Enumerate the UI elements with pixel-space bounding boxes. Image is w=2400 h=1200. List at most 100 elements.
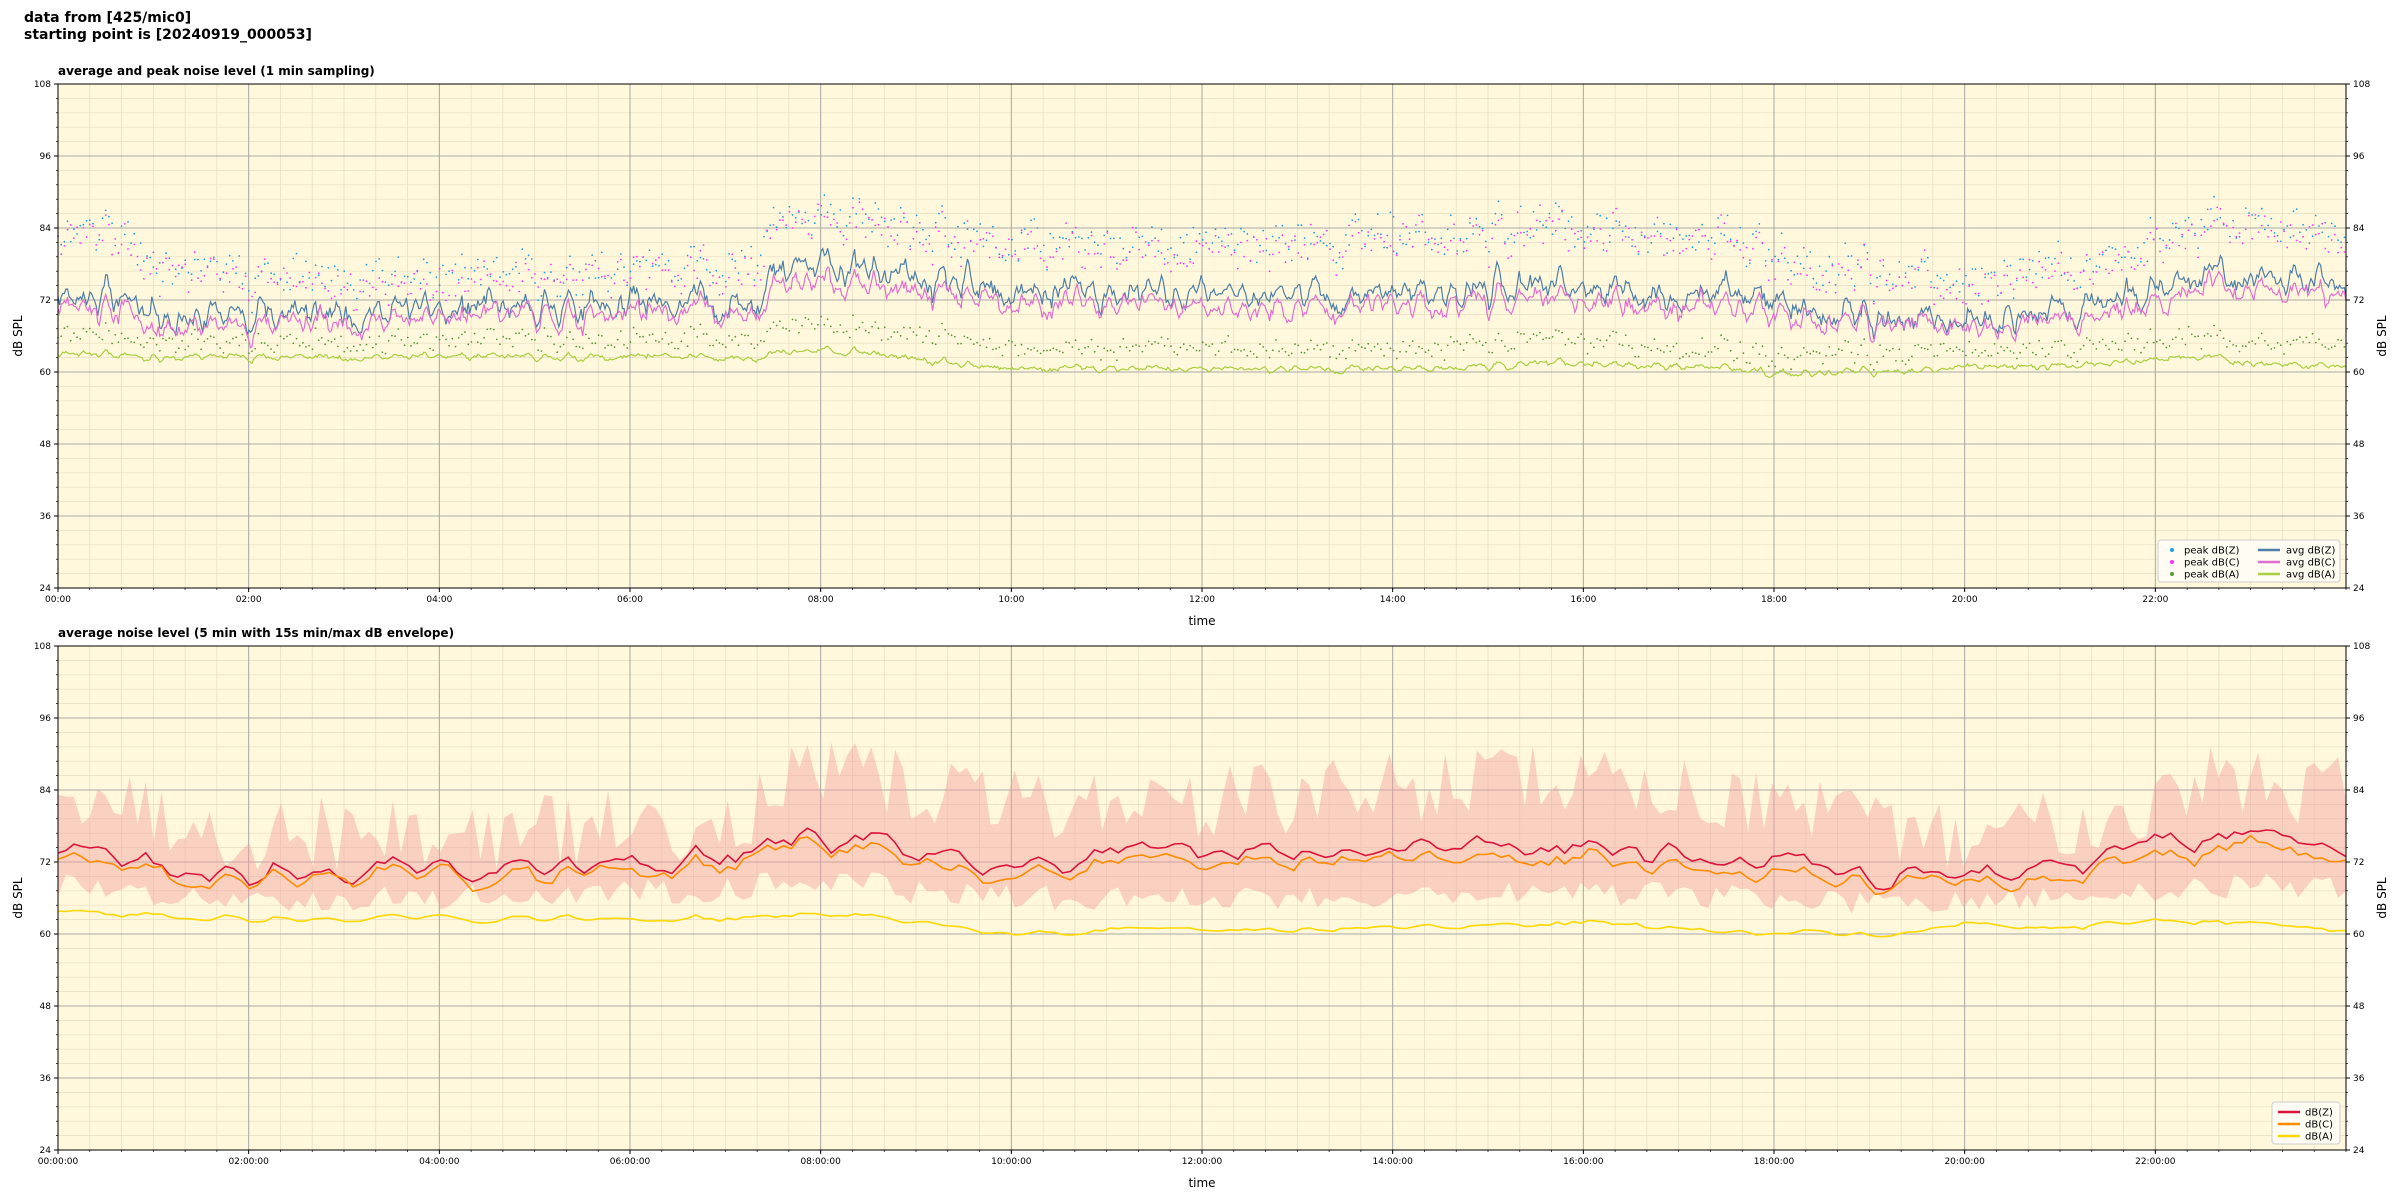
data-point [1955, 346, 1958, 349]
data-point [1265, 349, 1268, 352]
data-point [2019, 258, 2021, 261]
data-point [1787, 356, 1789, 359]
data-point [1214, 228, 1217, 231]
data-point [1481, 344, 1484, 347]
data-point [499, 343, 501, 346]
data-point [1755, 236, 1757, 239]
data-point [79, 224, 82, 227]
data-point [476, 258, 479, 261]
data-point [1688, 355, 1691, 358]
data-point [267, 262, 269, 265]
data-point [371, 346, 374, 349]
y-tick-label-right: 24 [2353, 584, 2365, 594]
data-point [1160, 228, 1163, 231]
data-point [1923, 347, 1926, 350]
data-point [2066, 354, 2069, 357]
data-point [620, 253, 622, 255]
data-point [2232, 226, 2235, 229]
data-point [1996, 285, 1999, 287]
data-point [143, 346, 145, 349]
data-point [387, 284, 390, 286]
data-point [1208, 345, 1211, 347]
data-point [1879, 275, 1881, 278]
data-point [1205, 231, 1207, 234]
data-point [632, 263, 635, 266]
data-point [1780, 232, 1783, 235]
data-point [1042, 259, 1045, 262]
data-point [1011, 341, 1013, 343]
data-point [1993, 271, 1996, 274]
chart-title: average and peak noise level (1 min samp… [58, 64, 375, 78]
data-point [2079, 271, 2082, 274]
data-point [712, 275, 714, 277]
data-point [575, 294, 578, 296]
data-point [1097, 244, 1099, 247]
data-point [2216, 218, 2219, 221]
data-point [1653, 338, 1656, 341]
data-point [702, 244, 705, 247]
data-point [903, 216, 905, 219]
data-point [2066, 279, 2069, 282]
y-tick-label: 60 [40, 368, 52, 378]
data-point [667, 343, 670, 345]
data-point [648, 334, 651, 336]
data-point [880, 234, 883, 236]
data-point [1230, 233, 1233, 235]
data-point [197, 277, 199, 279]
data-point [343, 270, 346, 273]
data-point [1256, 356, 1258, 359]
data-point [1459, 237, 1462, 240]
data-point [966, 220, 969, 222]
data-point [2229, 241, 2231, 244]
data-point [651, 333, 654, 336]
data-point [1971, 351, 1974, 354]
data-point [1049, 256, 1052, 258]
data-point [2340, 241, 2343, 244]
data-point [1933, 286, 1936, 289]
data-point [785, 227, 788, 229]
data-point [457, 278, 460, 281]
data-point [2187, 216, 2190, 219]
data-point [689, 325, 692, 328]
data-point [2314, 214, 2317, 217]
data-point [689, 256, 692, 259]
data-point [922, 341, 924, 344]
x-tick-label: 14:00:00 [1372, 1157, 1413, 1167]
data-point [2120, 269, 2123, 271]
data-point [1764, 264, 1767, 267]
data-point [336, 275, 339, 277]
data-point [387, 339, 390, 342]
data-point [629, 341, 632, 344]
data-point [123, 233, 126, 236]
data-point [375, 260, 377, 263]
data-point [804, 221, 807, 224]
data-point [731, 339, 734, 341]
data-point [2286, 246, 2289, 249]
data-point [2337, 338, 2340, 341]
data-point [1278, 251, 1280, 254]
data-point [613, 282, 616, 285]
data-point [829, 325, 832, 328]
data-point [639, 335, 641, 338]
data-point [1246, 239, 1249, 242]
data-point [461, 276, 463, 279]
data-point [1262, 229, 1265, 232]
data-point [63, 245, 66, 247]
data-point [998, 253, 1001, 256]
data-point [235, 266, 238, 268]
data-point [454, 345, 457, 348]
data-point [1863, 243, 1866, 246]
data-point [146, 257, 148, 259]
data-point [585, 333, 587, 336]
data-point [616, 338, 619, 341]
data-point [473, 269, 476, 272]
data-point [515, 332, 517, 335]
series-layer [57, 194, 2347, 378]
data-point [1602, 242, 1605, 245]
data-point [1325, 244, 1328, 247]
data-point [2019, 351, 2021, 354]
data-point [158, 262, 161, 264]
data-point [352, 289, 355, 291]
data-point [368, 282, 371, 285]
legend-marker [2170, 560, 2174, 564]
